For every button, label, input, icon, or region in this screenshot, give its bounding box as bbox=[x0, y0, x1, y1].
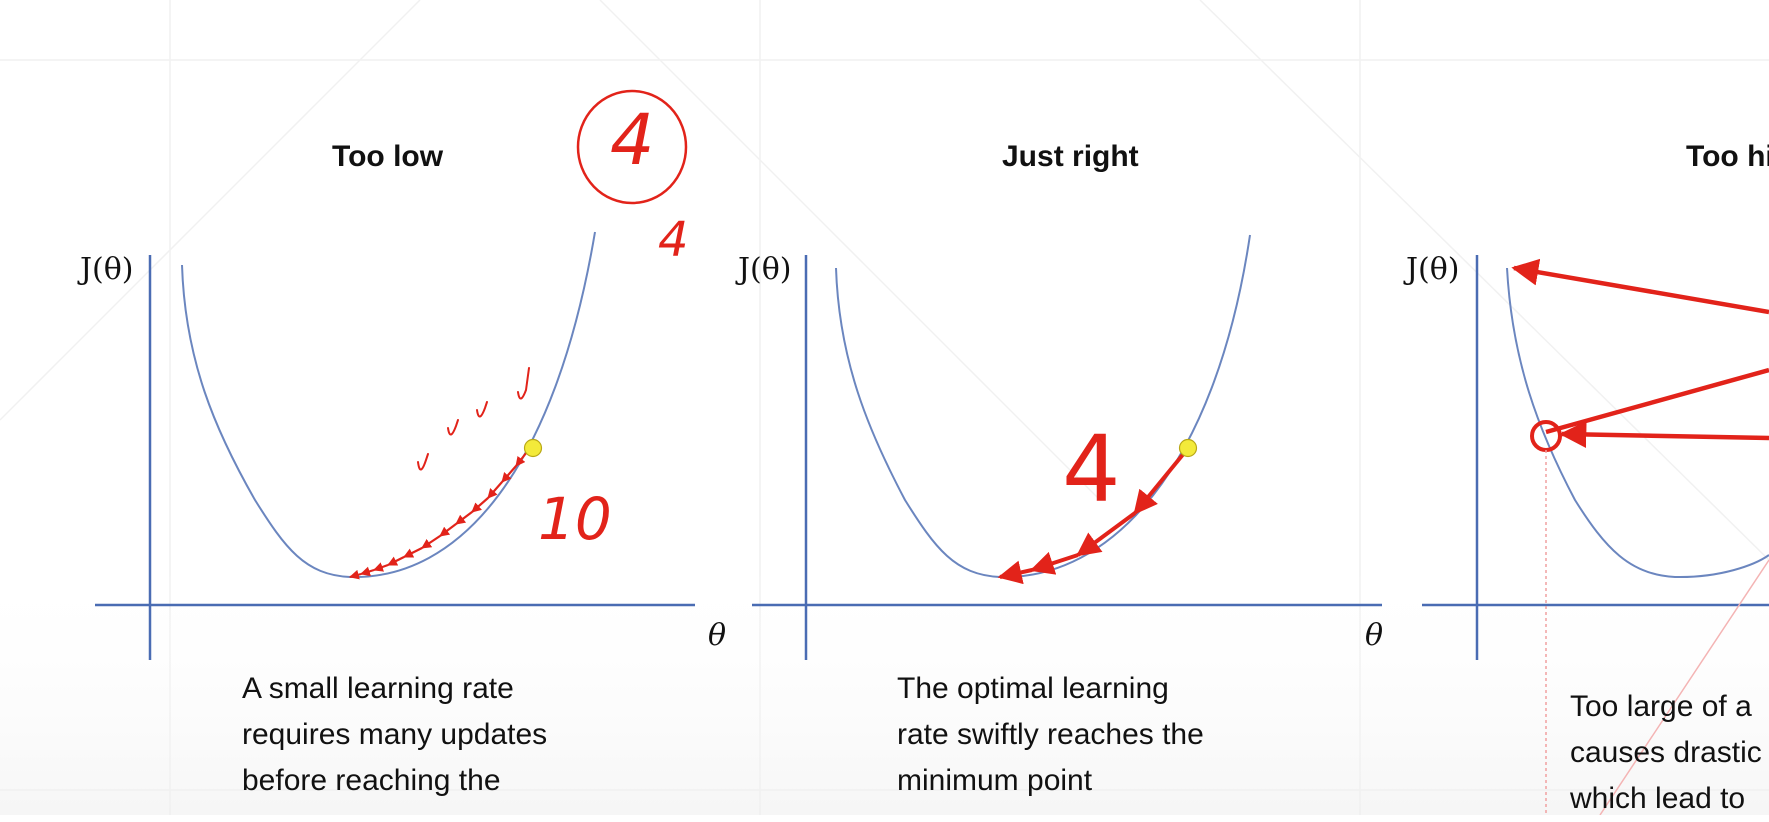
x-axis-label: θ bbox=[708, 618, 727, 653]
panel-too-high bbox=[1422, 255, 1769, 815]
panel-too-low bbox=[95, 89, 695, 660]
cost-curve bbox=[181, 231, 596, 579]
x-axis-label: θ bbox=[1365, 618, 1384, 653]
handwritten-ticks bbox=[417, 367, 530, 471]
panel-title-too-high: Too high bbox=[1686, 140, 1769, 173]
handwritten-circled-four: 4 bbox=[610, 99, 655, 181]
handwritten-four-optimal: 4 bbox=[1062, 416, 1121, 523]
bounce-point bbox=[1530, 420, 1562, 452]
caption-too-high: Too large of a causes drastic which lead… bbox=[1570, 690, 1762, 815]
optimal-step-arrows bbox=[997, 450, 1187, 585]
panel-title-just-right: Just right bbox=[1002, 140, 1139, 173]
panel-just-right bbox=[752, 234, 1382, 660]
caption-just-right: The optimal learning rate swiftly reache… bbox=[897, 672, 1204, 797]
start-point bbox=[523, 438, 543, 458]
cost-curve bbox=[1506, 267, 1769, 579]
start-point bbox=[1178, 438, 1198, 458]
y-axis-label: J(θ) bbox=[738, 252, 792, 287]
panel-title-too-low: Too low bbox=[332, 140, 444, 173]
caption-too-low: A small learning rate requires many upda… bbox=[242, 672, 548, 797]
cost-curve bbox=[835, 234, 1251, 579]
guide-line-diagonal bbox=[1599, 559, 1769, 815]
overshoot-arrows bbox=[1511, 258, 1769, 448]
annotation-circle bbox=[576, 89, 688, 205]
y-axis-label: J(θ) bbox=[80, 252, 134, 287]
small-step-arrows bbox=[349, 447, 531, 580]
handwritten-four: 4 bbox=[658, 212, 689, 268]
y-axis-label: J(θ) bbox=[1406, 252, 1460, 287]
handwritten-ten: 10 bbox=[538, 485, 612, 553]
bottom-shade bbox=[0, 560, 1769, 815]
